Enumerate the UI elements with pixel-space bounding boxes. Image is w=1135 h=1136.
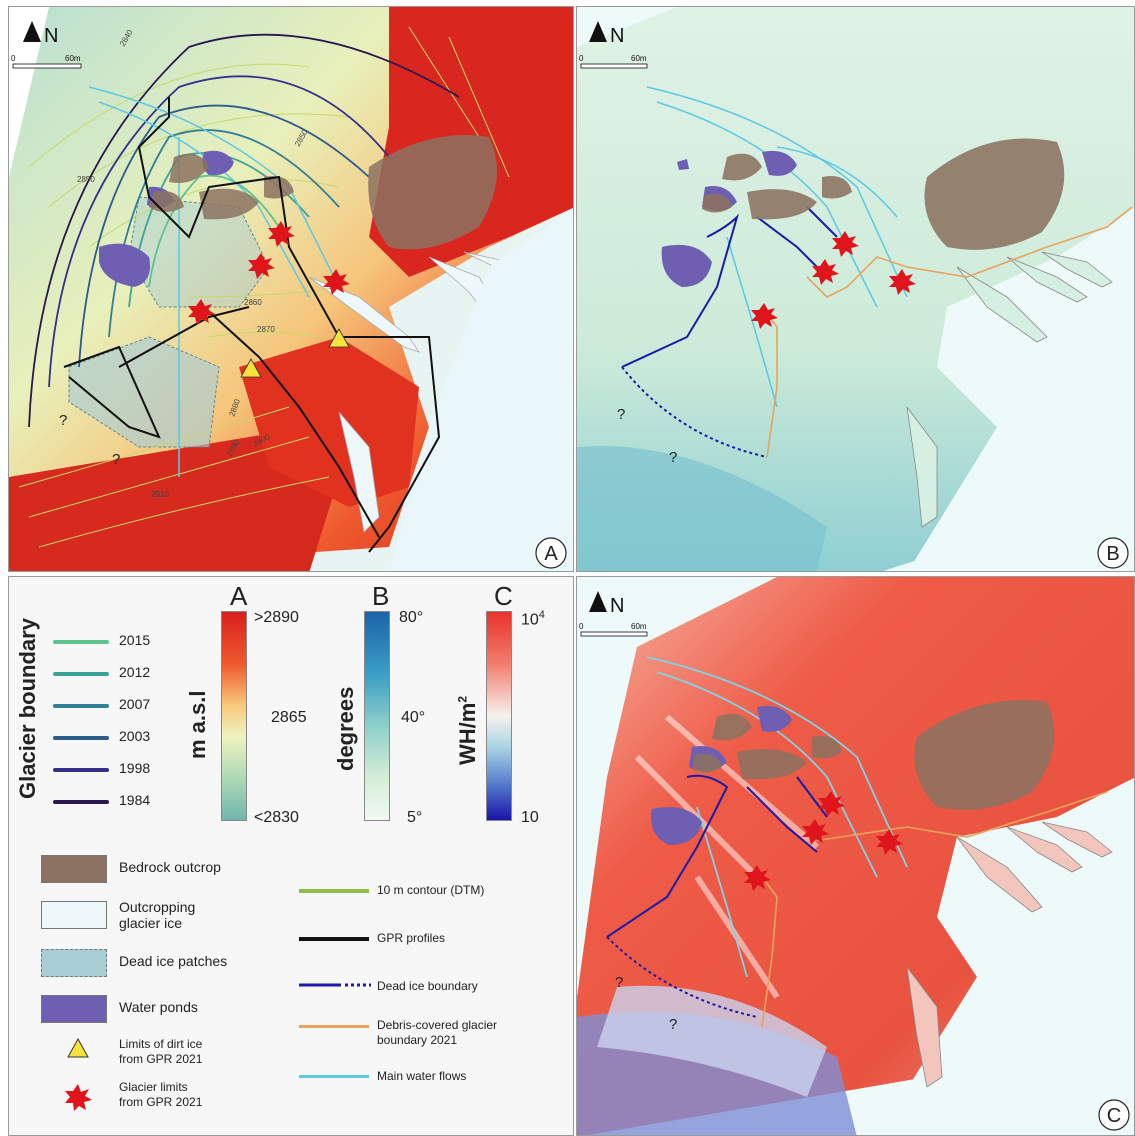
water-ponds-swatch	[41, 995, 107, 1023]
uncertain-marker: ?	[112, 451, 120, 468]
contour-label: 2870	[257, 325, 275, 334]
contour-label: 2860	[244, 298, 262, 307]
slope-color-ramp	[364, 611, 390, 821]
dirt-ice-triangle-icon	[67, 1037, 89, 1058]
scale-zero: 0	[579, 54, 584, 63]
year-swatch-2003	[53, 736, 109, 740]
ramp-b-mid: 40°	[401, 709, 426, 726]
uncertain-marker: ?	[669, 449, 677, 466]
year-label: 2003	[119, 728, 151, 744]
panel-letter: C	[1107, 1105, 1121, 1127]
gpr-label: GPR profiles	[377, 931, 446, 945]
panel-a-map: 2840 2850 2850 2860 2870 2880 2890 2900 …	[9, 7, 573, 571]
debris-label-1: Debris-covered glacier	[377, 1018, 498, 1032]
scale-bar	[12, 63, 82, 69]
ramp-a-mid: 2865	[271, 709, 307, 726]
dead-ice-label: Dead ice patches	[119, 953, 228, 969]
year-swatch-1998	[53, 768, 109, 772]
ramp-c-letter: C	[494, 581, 513, 611]
ramp-c-top-exp: 4	[538, 609, 545, 621]
debris-label-2: boundary 2021	[377, 1033, 458, 1047]
north-label: N	[610, 595, 624, 617]
outcropping-swatch	[41, 901, 107, 929]
contour-label: 2850	[77, 175, 95, 184]
ramp-b-unit: degrees	[333, 686, 358, 771]
ramp-b-bottom: 5°	[407, 809, 423, 826]
map-panel-c: ? ? N 0 60m C	[576, 576, 1135, 1136]
year-swatch-2012	[53, 672, 109, 676]
ramp-b-top: 80°	[399, 609, 424, 626]
uncertain-marker: ?	[615, 974, 623, 991]
year-label: 1998	[119, 760, 151, 776]
map-panel-a: 2840 2850 2850 2860 2870 2880 2890 2900 …	[8, 6, 574, 572]
ramp-a-letter: A	[230, 581, 248, 611]
panel-letter: A	[544, 543, 558, 565]
ramp-a-unit: m a.s.l	[185, 690, 210, 759]
dirt-ice-label-1: Limits of dirt ice	[119, 1037, 203, 1051]
uncertain-marker: ?	[669, 1016, 677, 1033]
contour-label: 2910	[151, 490, 169, 499]
water-flows-label: Main water flows	[377, 1069, 467, 1083]
outcropping-label-1: Outcropping	[119, 899, 196, 915]
ramp-a-top: >2890	[254, 609, 299, 626]
dirt-ice-label-2: from GPR 2021	[119, 1052, 203, 1066]
debris-boundary-swatch	[299, 1025, 369, 1028]
glacier-boundary-title: Glacier boundary	[15, 618, 40, 799]
scale-end: 60m	[65, 54, 81, 63]
year-swatch-2007	[53, 704, 109, 708]
north-label: N	[610, 25, 624, 47]
bedrock-label: Bedrock outcrop	[119, 859, 221, 875]
year-label: 1984	[119, 792, 151, 808]
contour-label: 10 m contour (DTM)	[377, 883, 485, 897]
scale-zero: 0	[11, 54, 16, 63]
uncertain-marker: ?	[617, 406, 625, 423]
uncertain-marker: ?	[59, 412, 67, 429]
ramp-c-unit-sup: 2	[455, 695, 470, 703]
year-label: 2015	[119, 632, 151, 648]
glacier-limit-star-icon	[65, 1084, 92, 1111]
panel-b-map: ? ? N 0 60m B	[577, 7, 1134, 571]
map-panel-b: ? ? N 0 60m B	[576, 6, 1135, 572]
year-swatch-2015	[53, 640, 109, 644]
contour-line-swatch	[299, 889, 369, 893]
scale-bar	[580, 63, 648, 69]
dead-ice-boundary-swatch	[299, 983, 371, 987]
ramp-c-bottom: 10	[521, 809, 539, 826]
ramp-c-unit-text: WH/m	[455, 702, 480, 765]
dead-ice-boundary-label: Dead ice boundary	[377, 979, 478, 993]
panel-c-map: ? ? N 0 60m C	[577, 577, 1134, 1135]
panel-letter-badge	[1097, 537, 1129, 569]
scale-bar	[580, 631, 648, 637]
north-arrow-icon	[589, 21, 607, 42]
ramp-c-unit: WH/m2	[455, 696, 481, 765]
year-label: 2012	[119, 664, 151, 680]
ramp-a-bottom: <2830	[254, 809, 299, 826]
north-arrow-icon	[23, 21, 41, 42]
ramp-c-top-base: 10	[521, 611, 539, 629]
water-flows-swatch	[299, 1075, 369, 1078]
water-ponds-label: Water ponds	[119, 999, 198, 1015]
dead-ice-swatch	[41, 949, 107, 977]
ramp-b-letter: B	[372, 581, 390, 611]
scale-end: 60m	[631, 54, 647, 63]
radiation-color-ramp	[486, 611, 512, 821]
panel-letter-badge	[535, 537, 567, 569]
year-swatch-1984	[53, 800, 109, 804]
glacier-limits-label-2: from GPR 2021	[119, 1095, 203, 1109]
glacier-limits-label-1: Glacier limits	[119, 1080, 188, 1094]
panel-letter: B	[1106, 543, 1119, 565]
north-arrow-icon	[589, 591, 607, 612]
elevation-color-ramp	[221, 611, 247, 821]
year-label: 2007	[119, 696, 151, 712]
scale-end: 60m	[631, 622, 647, 631]
gpr-line-swatch	[299, 937, 369, 941]
outcropping-label-2: glacier ice	[119, 915, 183, 931]
bedrock-swatch	[41, 855, 107, 883]
north-label: N	[44, 25, 58, 47]
map-legend: Glacier boundary 2015 2012 2007 2003 199…	[8, 576, 574, 1136]
ramp-c-top: 104	[521, 609, 545, 629]
panel-letter-badge	[1098, 1099, 1130, 1131]
scale-zero: 0	[579, 622, 584, 631]
